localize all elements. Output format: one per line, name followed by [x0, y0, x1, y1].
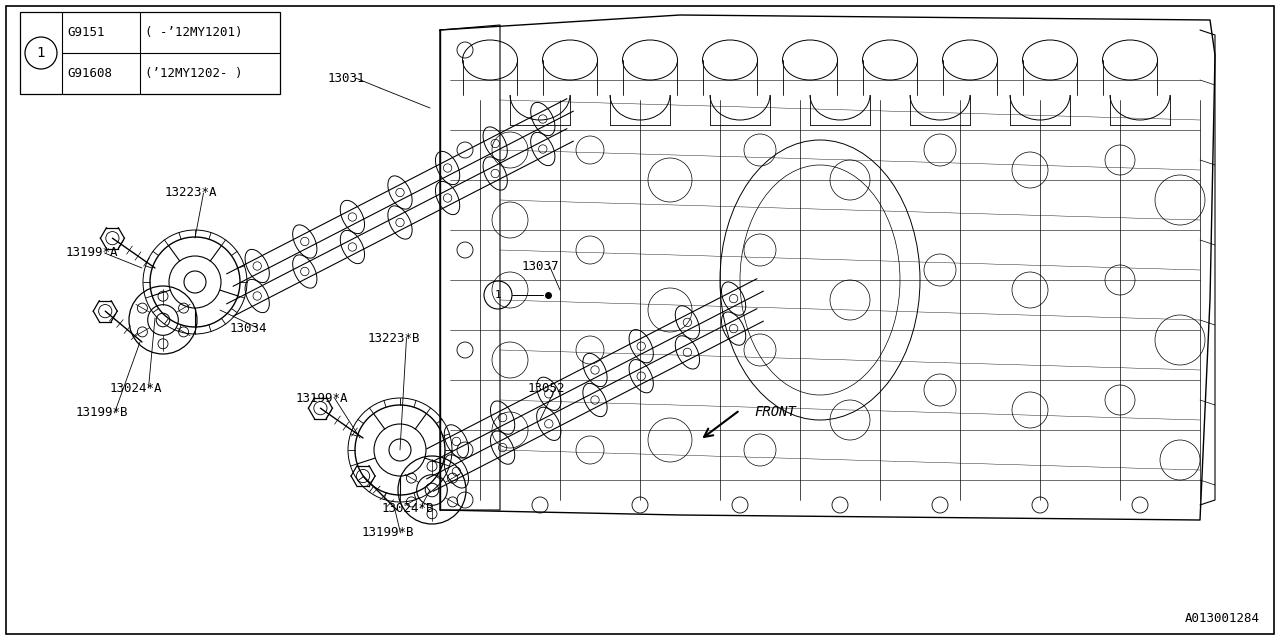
Text: 13199*B: 13199*B [362, 527, 415, 540]
Text: G9151: G9151 [67, 26, 105, 39]
Text: G91608: G91608 [67, 67, 113, 80]
Text: 13052: 13052 [529, 381, 566, 394]
Text: 13223*B: 13223*B [369, 332, 421, 344]
Text: 13199*A: 13199*A [296, 392, 348, 404]
Text: 13034: 13034 [230, 321, 268, 335]
Text: FRONT: FRONT [754, 405, 796, 419]
Text: 13024*B: 13024*B [381, 502, 434, 515]
Text: (’12MY1202- ): (’12MY1202- ) [145, 67, 242, 80]
Text: 1: 1 [494, 290, 502, 300]
Text: 13199*A: 13199*A [67, 246, 119, 259]
Text: 13223*A: 13223*A [165, 186, 218, 200]
Text: 13024*A: 13024*A [110, 381, 163, 394]
Text: 13031: 13031 [328, 72, 366, 84]
Text: 1: 1 [37, 46, 45, 60]
Text: ( -’12MY1201): ( -’12MY1201) [145, 26, 242, 39]
Text: 13037: 13037 [522, 259, 559, 273]
Text: A013001284: A013001284 [1185, 612, 1260, 625]
Text: 13199*B: 13199*B [76, 406, 128, 419]
Bar [20, 12, 280, 94]
